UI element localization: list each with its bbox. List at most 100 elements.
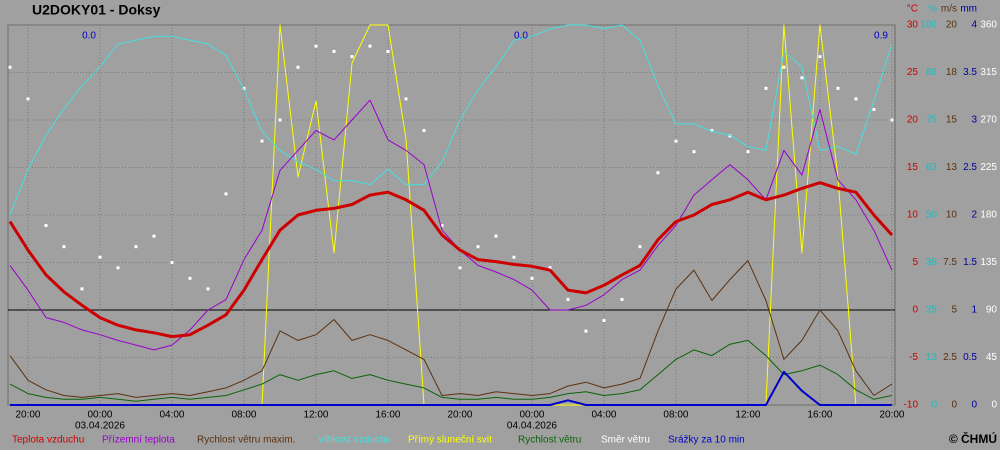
daily-precip-label: 0.9 xyxy=(874,31,888,42)
y-tick-label: 15 xyxy=(907,162,919,173)
x-tick-label: 08:00 xyxy=(663,410,688,421)
y-tick-label: 0 xyxy=(951,400,957,411)
x-tick-label: 16:00 xyxy=(375,410,400,421)
wind-direction-dot xyxy=(8,65,12,69)
y-tick-label: 13 xyxy=(926,352,938,363)
x-tick-label: 08:00 xyxy=(231,410,256,421)
x-tick-label: 04:00 xyxy=(591,410,616,421)
wind-direction-dot xyxy=(566,297,570,301)
y-tick-label: 25 xyxy=(926,305,938,316)
legend-entry: Teplota vzduchu xyxy=(12,435,84,446)
series-line xyxy=(9,260,893,398)
wind-direction-dot xyxy=(548,266,552,270)
y-tick-label: -5 xyxy=(909,352,918,363)
wind-direction-dot xyxy=(728,134,732,138)
wind-direction-dot xyxy=(296,65,300,69)
legend-entry: Rychlost větru maxim. xyxy=(197,435,295,446)
wind-direction-dot xyxy=(620,297,624,301)
wind-direction-dot xyxy=(494,234,498,238)
wind-direction-dot xyxy=(206,287,210,291)
axis-unit: m/s xyxy=(941,4,957,15)
wind-direction-dot xyxy=(170,261,174,264)
wind-direction-dot xyxy=(44,224,48,228)
wind-direction-dot xyxy=(674,139,678,143)
wind-direction-dot xyxy=(476,245,480,249)
legend-entry: Rychlost větru xyxy=(518,435,581,446)
wind-direction-dot xyxy=(386,49,390,53)
daily-precip-label: 0.0 xyxy=(514,31,528,42)
wind-direction-dot xyxy=(746,150,750,154)
y-tick-label: -10 xyxy=(904,400,919,411)
y-tick-label: 0 xyxy=(912,305,918,316)
y-tick-label: 10 xyxy=(946,210,958,221)
y-tick-label: 5 xyxy=(951,305,957,316)
wind-direction-dot xyxy=(692,150,696,154)
y-tick-label: 75 xyxy=(926,115,938,126)
y-tick-label: 10 xyxy=(907,210,919,221)
series-line xyxy=(10,370,892,406)
series-line xyxy=(8,181,894,339)
wind-direction-dot xyxy=(890,118,894,122)
wind-direction-dot xyxy=(242,86,246,90)
y-tick-label: 50 xyxy=(926,210,938,221)
y-tick-label: 5 xyxy=(912,257,918,268)
y-tick-label: 2.5 xyxy=(943,352,957,363)
wind-direction-dot xyxy=(278,118,282,122)
chart-title: U2DOKY01 - Doksy xyxy=(32,2,161,18)
y-tick-label: 7.5 xyxy=(943,257,957,268)
wind-direction-dot xyxy=(152,234,156,238)
y-tick-label: 30 xyxy=(907,20,919,31)
axis-unit: °C xyxy=(907,4,918,15)
y-tick-label: 20 xyxy=(907,115,919,126)
y-tick-label: 0 xyxy=(971,400,977,411)
wind-direction-dot xyxy=(512,255,516,259)
y-tick-label: 18 xyxy=(946,67,958,78)
wind-direction-dot xyxy=(404,97,408,101)
series-line xyxy=(9,24,893,216)
legend-entry: Přímý sluneční svit xyxy=(408,435,492,446)
x-tick-label: 00:00 xyxy=(519,410,544,421)
wind-direction-dot xyxy=(134,245,138,249)
y-tick-label: 100 xyxy=(920,20,937,31)
y-tick-label: 1.5 xyxy=(963,257,977,268)
y-tick-label: 15 xyxy=(946,115,958,126)
wind-direction-dot xyxy=(800,76,804,80)
y-tick-label: 4 xyxy=(971,20,977,31)
wind-direction-dot xyxy=(836,86,840,90)
daily-precip-label: 0.0 xyxy=(82,31,96,42)
wind-direction-dot xyxy=(638,245,642,249)
y-tick-label: 0.5 xyxy=(963,352,977,363)
wind-direction-dot xyxy=(458,266,462,270)
wind-direction-dot xyxy=(854,97,858,101)
wind-direction-dot xyxy=(422,129,426,133)
y-tick-label: 360 xyxy=(980,20,997,31)
credit: © ČHMÚ xyxy=(949,431,997,446)
y-tick-label: 90 xyxy=(986,305,998,316)
y-tick-label: 135 xyxy=(980,257,997,268)
legend-entry: Přízemní teplota xyxy=(102,435,175,446)
x-tick-label: 20:00 xyxy=(879,410,904,421)
wind-direction-dot xyxy=(764,86,768,90)
wind-direction-dot xyxy=(314,44,318,48)
wind-direction-dot xyxy=(62,245,66,249)
wind-direction-dot xyxy=(116,266,120,270)
x-tick-label: 12:00 xyxy=(303,410,328,421)
wind-direction-dot xyxy=(98,255,102,259)
wind-direction-dot xyxy=(188,276,192,280)
y-tick-label: 0 xyxy=(931,400,937,411)
y-tick-label: 315 xyxy=(980,67,997,78)
y-tick-label: 63 xyxy=(926,162,938,173)
y-tick-label: 13 xyxy=(946,162,958,173)
wind-direction-dot xyxy=(710,129,714,133)
wind-direction-dot xyxy=(872,107,876,111)
series-line xyxy=(9,99,893,351)
legend-entry: Vlhkost vzduchu xyxy=(318,435,391,446)
x-tick-label: 04:00 xyxy=(159,410,184,421)
wind-direction-dot xyxy=(332,49,336,53)
date-label: 03.04.2026 xyxy=(75,421,125,432)
wind-direction-dot xyxy=(224,192,228,196)
wind-direction-dot xyxy=(440,224,444,228)
wind-direction-dot xyxy=(818,55,822,59)
y-tick-label: 0 xyxy=(991,400,997,411)
